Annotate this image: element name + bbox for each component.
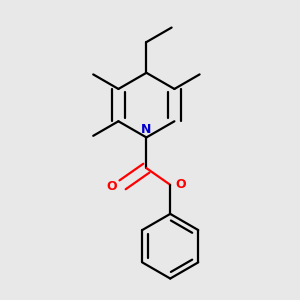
Text: O: O xyxy=(176,178,186,190)
Text: O: O xyxy=(106,180,117,193)
Text: N: N xyxy=(141,123,152,136)
